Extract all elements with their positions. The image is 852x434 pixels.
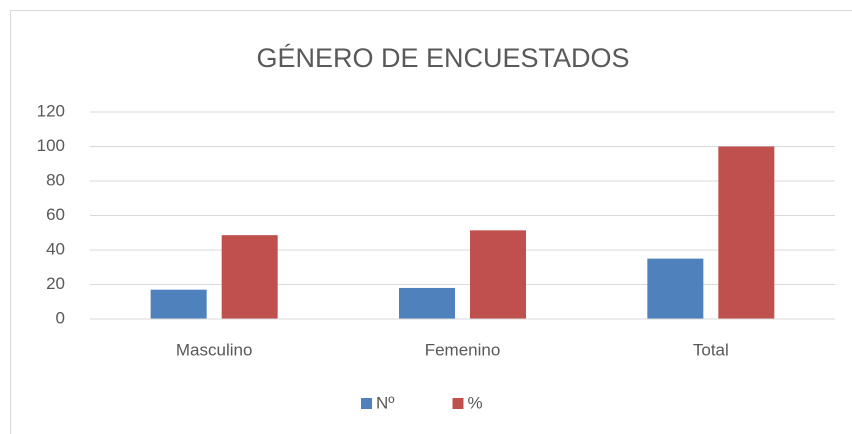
bar [470, 230, 526, 319]
y-tick-label: 20 [46, 274, 65, 293]
bar [221, 235, 278, 319]
y-tick-label: 120 [37, 101, 65, 120]
bar [718, 146, 775, 319]
y-tick-label: 60 [46, 205, 65, 224]
x-tick-label: Total [693, 340, 729, 359]
y-tick-label: 100 [37, 136, 65, 155]
legend-swatch [361, 398, 372, 409]
y-tick-label: 40 [46, 239, 65, 258]
legend-swatch [452, 398, 464, 409]
bar [647, 258, 704, 319]
bar [399, 287, 455, 319]
chart-title: GÉNERO DE ENCUESTADOS [256, 43, 629, 73]
x-tick-label: Femenino [425, 340, 501, 359]
legend-label: % [468, 393, 483, 412]
bar [150, 289, 207, 319]
y-tick-label: 0 [56, 308, 65, 327]
chart-border [10, 10, 852, 434]
legend-label: Nº [376, 393, 395, 412]
x-tick-label: Masculino [176, 340, 253, 359]
y-tick-label: 80 [46, 170, 65, 189]
